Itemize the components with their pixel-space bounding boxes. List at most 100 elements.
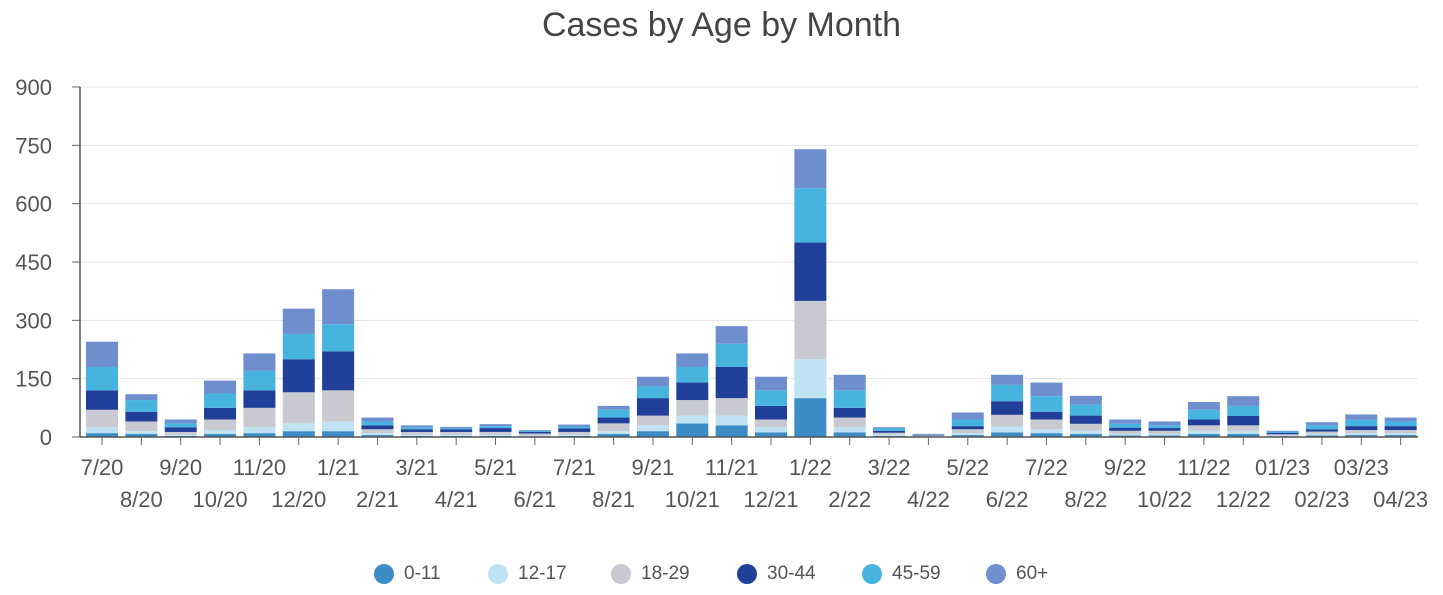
bar-segment-30-44-8/20 [125,411,158,422]
bar-segment-12-17-11/22 [1187,430,1220,434]
bar-segment-30-44-4/21 [440,429,473,432]
bar-segment-0-11-10/20 [204,433,237,437]
bar-segment-45-59-8/22 [1069,404,1102,416]
bar-segment-45-59-10/21 [676,367,709,383]
bar-segment-30-44-10/22 [1148,428,1181,431]
bar-segment-12-17-1/21 [322,421,355,432]
bar-segment-0-11-5/22 [951,435,984,437]
bar-segment-30-44-7/22 [1030,411,1063,420]
bar-segment-18-29-7/22 [1030,419,1063,430]
bar-segment-60+-12/20 [282,308,315,334]
bar-segment-12-17-4/21 [440,434,473,436]
bar-segment-0-11-11/20 [243,433,276,437]
bar-segment-45-59-2/21 [361,421,394,426]
bar-segment-18-29-10/22 [1148,430,1181,434]
bar-segment-30-44-6/22 [991,401,1024,415]
y-tick-label: 600 [15,192,52,217]
bar-segment-30-44-8/22 [1069,415,1102,424]
legend-item-60+: 60+ [986,563,1048,585]
legend-label: 30-44 [767,563,816,584]
bar-segment-12-17-9/20 [164,434,197,436]
bar-segment-18-29-7/20 [86,409,118,428]
bar-segment-60+-11/21 [715,326,748,344]
bar-segment-18-29-6/22 [991,414,1024,427]
x-tick-label: 8/21 [592,487,635,512]
bar-segment-12-17-6/21 [518,435,551,437]
x-tick-label: 4/21 [435,487,478,512]
bar-segment-18-29-1/21 [322,390,355,422]
bar-segment-12-17-8/22 [1069,430,1102,434]
bar-segment-45-59-10/22 [1148,425,1181,429]
bar-segment-18-29-04/23 [1384,430,1417,434]
bar-segment-60+-3/21 [400,425,433,428]
x-tick-label: 12/20 [271,487,326,512]
bar-segment-45-59-12/20 [282,333,315,360]
bar-segment-60+-9/21 [636,376,669,387]
x-tick-label: 6/22 [986,487,1029,512]
bar-segment-30-44-4/22 [912,434,945,436]
legend-label: 0-11 [404,563,441,584]
x-tick-label: 9/20 [159,455,202,480]
bar-segment-0-11-7/22 [1030,433,1063,437]
bar-segment-60+-11/20 [243,353,276,371]
bar-segment-0-11-12/21 [755,432,787,437]
bar-segment-60+-6/21 [518,430,551,431]
bar-segment-45-59-9/22 [1109,423,1142,428]
x-tick-label: 5/22 [946,455,989,480]
bar-segment-0-11-2/22 [833,432,866,437]
bar-segment-0-11-04/23 [1384,435,1417,437]
bar-segment-12-17-12/20 [282,423,315,432]
bar-segment-45-59-9/20 [164,423,197,428]
bar-segment-12-17-2/21 [361,433,394,436]
x-tick-label: 04/23 [1373,487,1428,512]
bar-segment-45-59-11/20 [243,370,276,391]
bar-segment-18-29-2/22 [833,417,866,428]
bar-segment-18-29-5/22 [951,429,984,434]
x-tick-label: 12/22 [1216,487,1271,512]
bar-segment-12-17-7/22 [1030,429,1063,434]
bar-segment-45-59-12/22 [1227,405,1260,416]
bar-segment-12-17-3/21 [400,434,433,436]
legend-item-45-59: 45-59 [862,563,941,585]
bar-segment-60+-5/22 [951,412,984,420]
bar-segment-0-11-7/20 [86,433,118,437]
bar-segment-18-29-4/22 [912,435,945,437]
bar-segment-45-59-12/21 [755,390,787,406]
bar-segment-30-44-11/21 [715,367,748,399]
bar-segment-30-44-10/21 [676,382,709,401]
bar-segment-12-17-10/22 [1148,433,1181,436]
bar-segment-12-17-02/23 [1305,433,1338,436]
bar-segment-60+-4/21 [440,426,473,429]
bar-segment-0-11-10/21 [676,423,709,437]
bar-segment-12-17-7/20 [86,427,118,434]
x-tick-label: 11/21 [705,455,758,480]
bar-segment-12-17-8/20 [125,431,158,434]
tick-labels: 0 150 300 450 600 750 900 7/20 8/20 9/20 10/20 11/2… [15,75,1428,512]
bar-segment-0-11-8/22 [1069,433,1102,437]
bar-segment-60+-11/22 [1187,402,1220,410]
bar-segment-45-59-10/20 [204,393,237,408]
bar-segment-30-44-7/20 [86,390,118,410]
bar-segment-30-44-10/20 [204,407,237,420]
bar-segment-18-29-5/21 [479,431,512,435]
bar-segment-30-44-04/23 [1384,426,1417,430]
bar-segment-12-17-5/22 [951,433,984,436]
bar-segment-18-29-11/20 [243,407,276,428]
legend-item-18-29: 18-29 [611,563,690,585]
legend-swatch [862,564,882,584]
bar-segment-30-44-1/22 [794,242,827,301]
legend-label: 45-59 [892,563,941,584]
bar-segment-12-17-2/22 [833,427,866,433]
legend-label: 60+ [1016,563,1049,584]
bar-segment-60+-8/22 [1069,395,1102,405]
bar-segment-45-59-3/22 [873,428,906,431]
y-tick-label: 300 [15,308,52,333]
bar-segment-45-59-4/21 [440,428,473,430]
bar-segment-18-29-4/21 [440,431,473,435]
bar-segment-0-11-2/21 [361,435,394,437]
bar-segment-60+-10/21 [676,353,709,367]
bar-segment-0-11-1/22 [794,398,827,437]
bar-segment-30-44-12/20 [282,359,315,393]
bar-segment-45-59-7/22 [1030,396,1063,412]
